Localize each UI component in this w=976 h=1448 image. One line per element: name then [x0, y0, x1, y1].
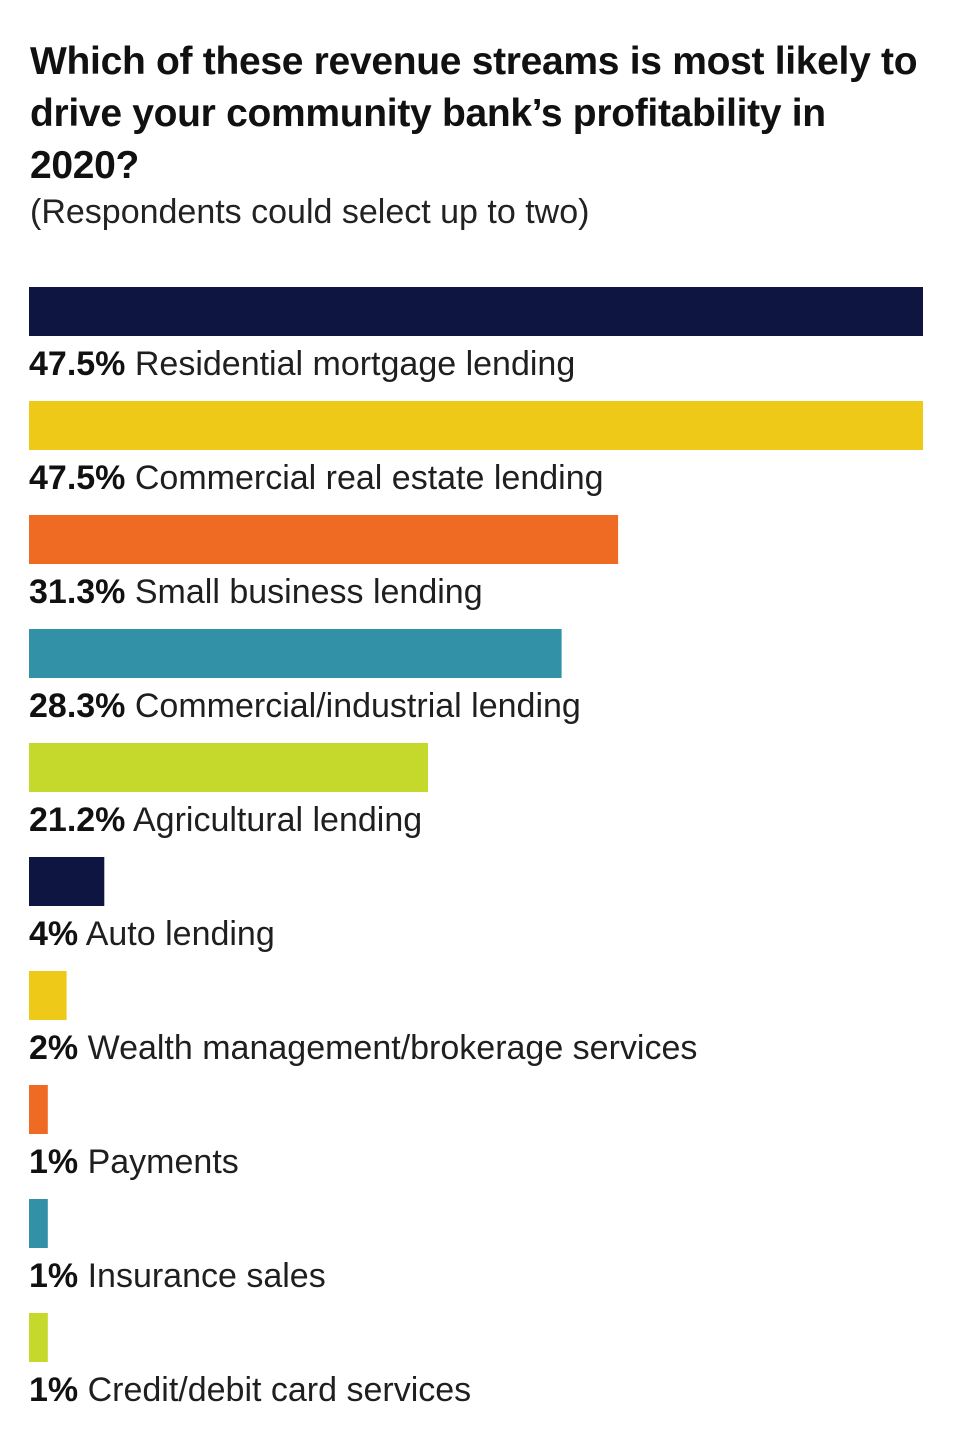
chart-subtitle: (Respondents could select up to two) [30, 193, 590, 231]
bar-3 [29, 629, 562, 678]
bar-value-label-9: 1% [29, 1371, 78, 1409]
bar-label-7: 1% Payments [29, 1143, 239, 1181]
bar-category-label-4: Agricultural lending [125, 801, 422, 839]
bar-value-label-6: 2% [29, 1029, 78, 1067]
bar-value-label-8: 1% [29, 1257, 78, 1295]
bar-label-4: 21.2% Agricultural lending [29, 801, 422, 839]
bar-value-label-1: 47.5% [29, 459, 125, 497]
bar-2 [29, 515, 619, 564]
bar-4 [29, 743, 428, 792]
bar-category-label-1: Commercial real estate lending [125, 459, 603, 497]
bar-value-label-2: 31.3% [29, 573, 125, 611]
bar-category-label-3: Commercial/industrial lending [125, 687, 580, 725]
bar-category-label-9: Credit/debit card services [78, 1371, 471, 1409]
bar-label-9: 1% Credit/debit card services [29, 1371, 471, 1409]
bar-8 [29, 1199, 48, 1248]
bar-value-label-0: 47.5% [29, 345, 125, 383]
bar-category-label-7: Payments [78, 1143, 239, 1181]
bar-category-label-8: Insurance sales [78, 1257, 326, 1295]
bar-5 [29, 857, 105, 906]
bar-0 [29, 287, 923, 336]
bar-label-1: 47.5% Commercial real estate lending [29, 459, 604, 497]
bar-value-label-4: 21.2% [29, 801, 125, 839]
bar-value-label-5: 4% [29, 915, 78, 953]
bar-value-label-3: 28.3% [29, 687, 125, 725]
bar-7 [29, 1085, 48, 1134]
bar-value-label-7: 1% [29, 1143, 78, 1181]
bar-category-label-0: Residential mortgage lending [125, 345, 575, 383]
bar-label-5: 4% Auto lending [29, 915, 275, 953]
bar-label-3: 28.3% Commercial/industrial lending [29, 687, 581, 725]
bar-6 [29, 971, 67, 1020]
bar-1 [29, 401, 923, 450]
bar-label-2: 31.3% Small business lending [29, 573, 483, 611]
bar-label-0: 47.5% Residential mortgage lending [29, 345, 575, 383]
bar-label-8: 1% Insurance sales [29, 1257, 326, 1295]
bar-label-6: 2% Wealth management/brokerage services [29, 1029, 697, 1067]
chart-title: Which of these revenue streams is most l… [30, 40, 918, 187]
bar-category-label-2: Small business lending [125, 573, 482, 611]
bar-category-label-6: Wealth management/brokerage services [78, 1029, 697, 1067]
bar-9 [29, 1313, 48, 1362]
bar-category-label-5: Auto lending [78, 915, 275, 953]
